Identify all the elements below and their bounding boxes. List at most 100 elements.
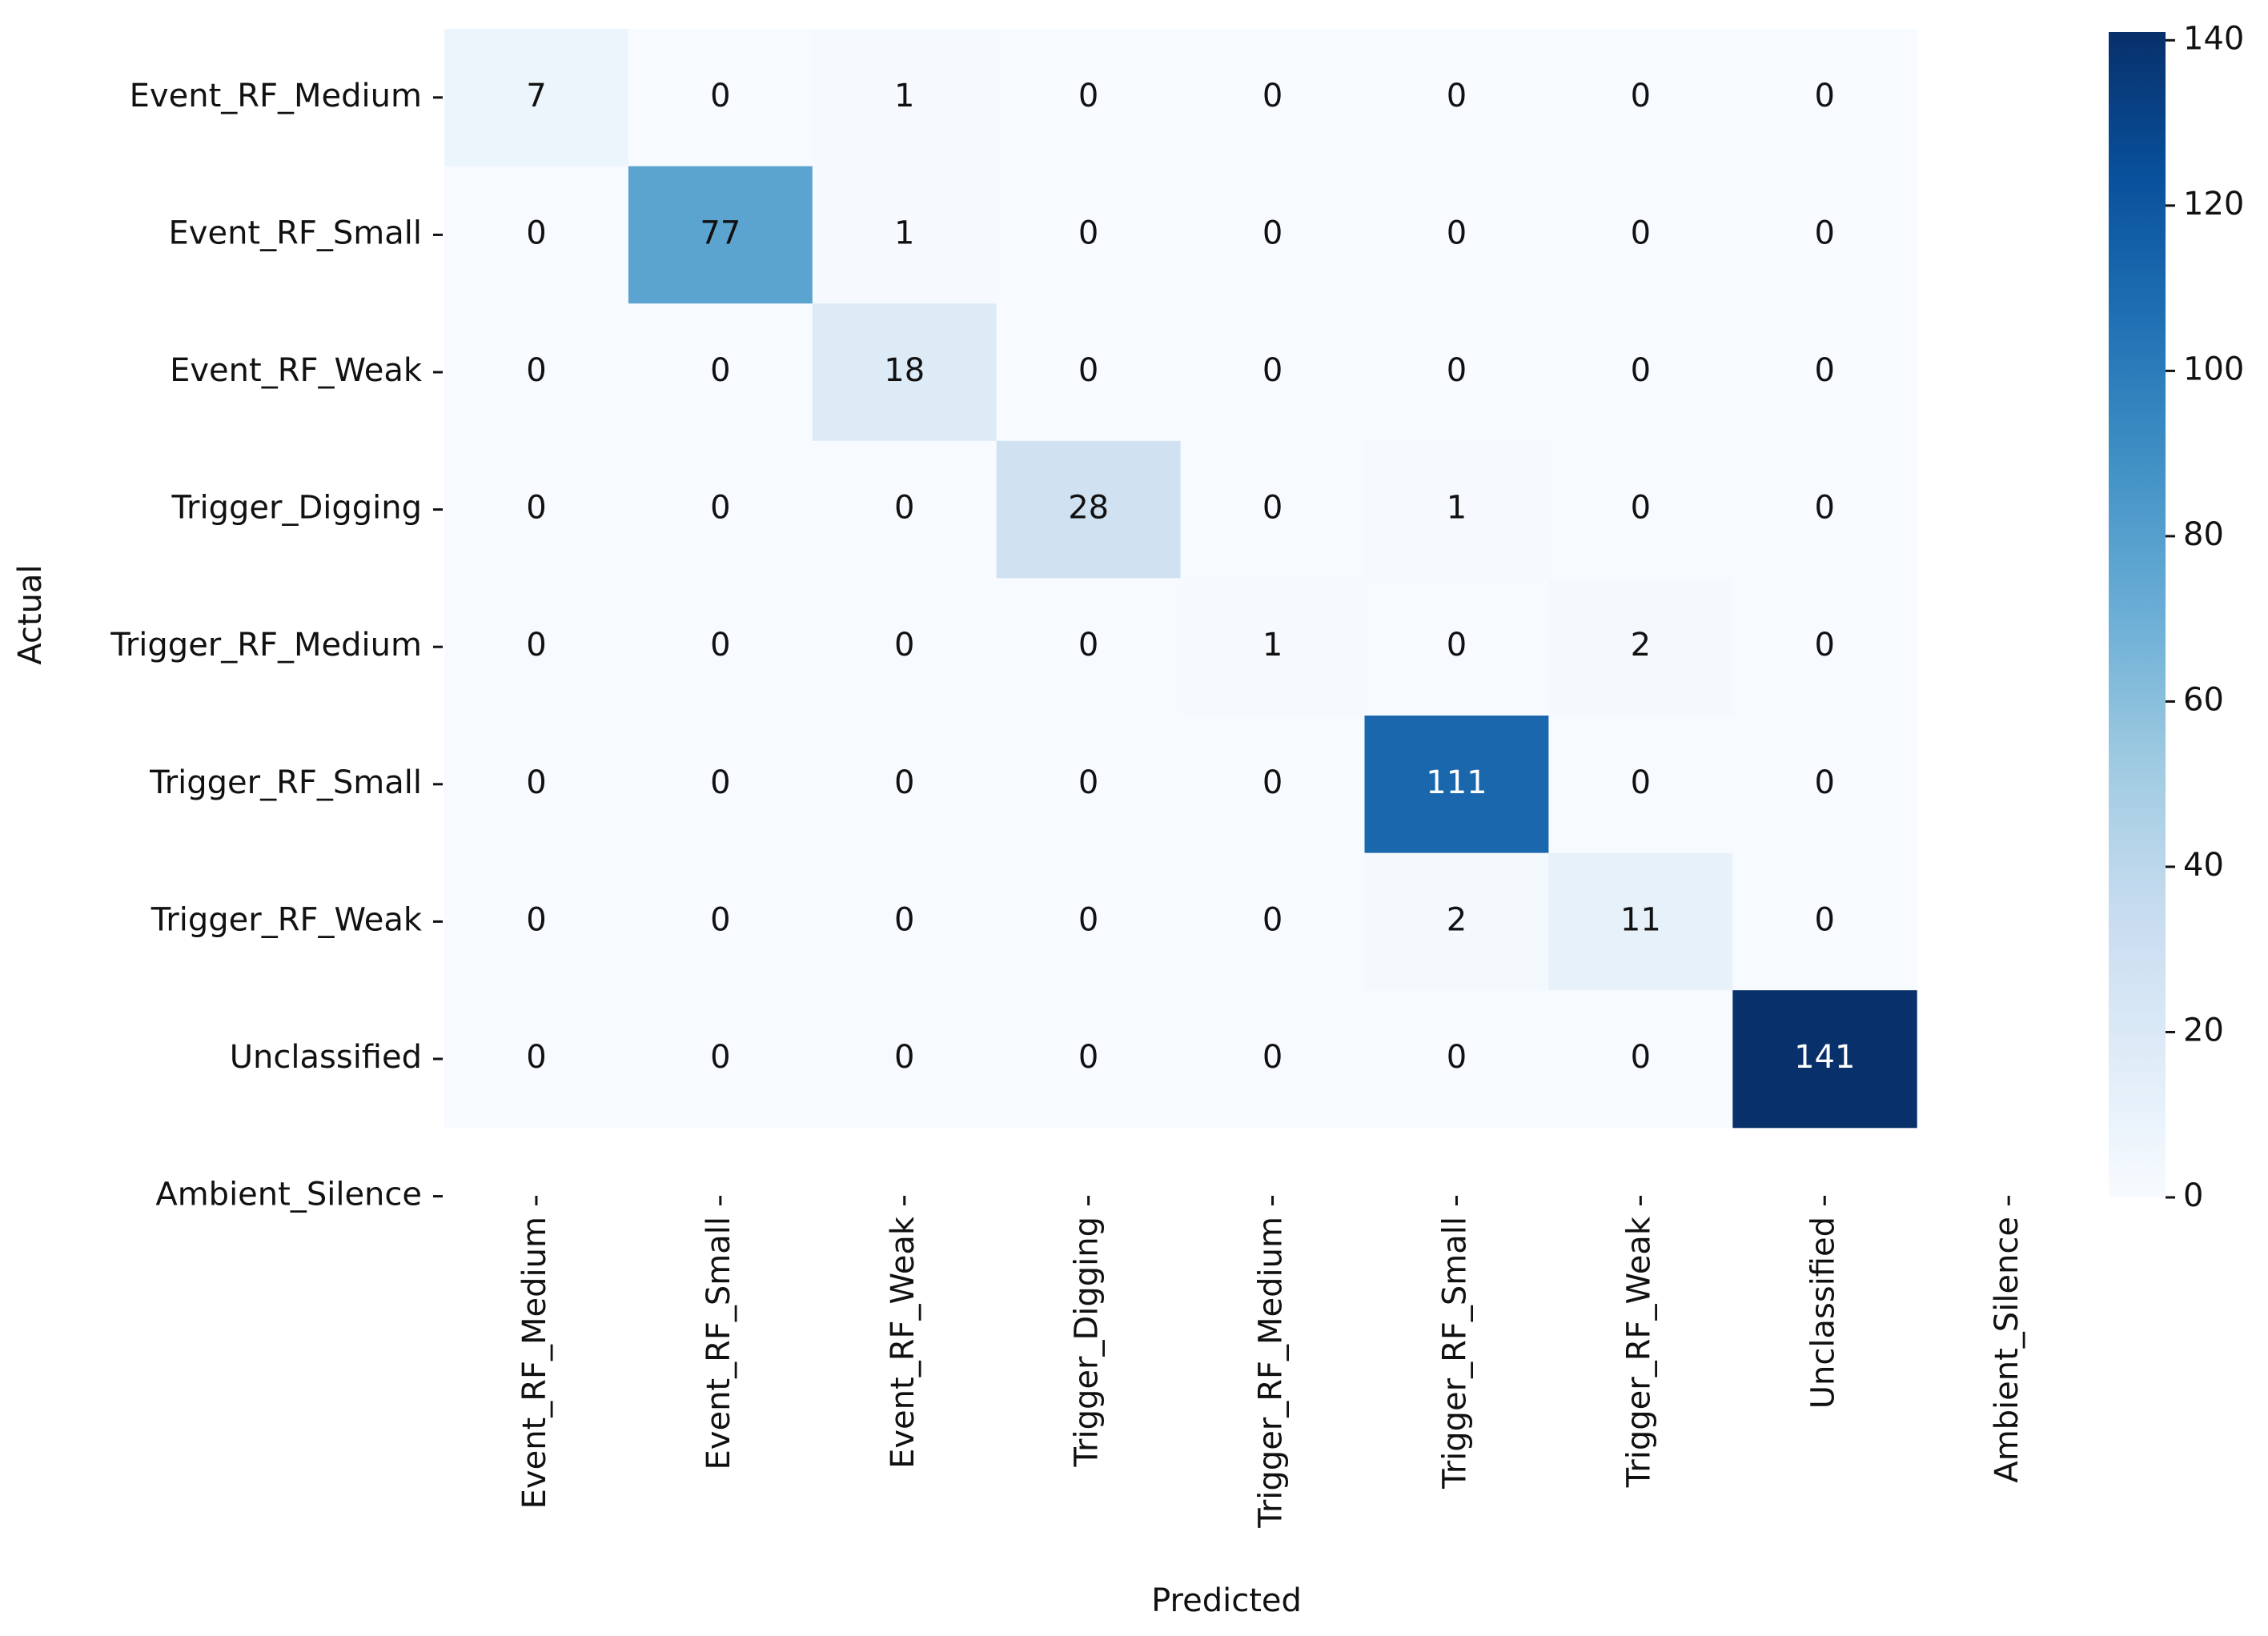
cell-label: 0 — [526, 901, 546, 938]
y-tick-label: Trigger_RF_Weak — [151, 901, 423, 938]
x-tick-label: Ambient_Silence — [1989, 1217, 2025, 1483]
cell-label: 1 — [894, 78, 914, 114]
heatmap-cell — [812, 716, 998, 854]
cell-label: 111 — [1426, 764, 1487, 801]
heatmap-cell — [444, 166, 629, 304]
cell-label: 7 — [526, 78, 546, 114]
colorbar-tick-label: 140 — [2183, 20, 2244, 57]
cell-label: 0 — [1447, 1039, 1467, 1076]
heatmap-cell — [1548, 29, 1733, 167]
x-tick-label: Event_RF_Medium — [516, 1217, 553, 1509]
cell-label: 0 — [1815, 78, 1835, 114]
heatmap-cell — [1732, 303, 1917, 442]
cell-label: 0 — [526, 627, 546, 664]
heatmap-cell — [1364, 990, 1549, 1129]
y-tick-label: Event_RF_Small — [169, 215, 422, 251]
cell-label: 141 — [1794, 1039, 1855, 1076]
x-axis-label: Predicted — [1151, 1582, 1302, 1619]
heatmap-cell — [1180, 716, 1365, 854]
cell-label: 0 — [1815, 352, 1835, 389]
heatmap-cell — [1732, 852, 1917, 991]
cell-label: 0 — [1078, 215, 1098, 251]
heatmap-cell — [1364, 166, 1549, 304]
heatmap-cell — [1732, 166, 1917, 304]
heatmap-cell — [1364, 852, 1549, 991]
cell-label: 2 — [1631, 627, 1651, 664]
cell-label: 0 — [1631, 215, 1651, 251]
cell-label: 0 — [1262, 764, 1283, 801]
cell-label: 0 — [894, 1039, 914, 1076]
heatmap-cell — [1364, 578, 1549, 716]
cell-label: 0 — [1631, 1039, 1651, 1076]
cell-label: 28 — [1068, 490, 1109, 527]
cell-label: 0 — [526, 352, 546, 389]
y-tick-label: Trigger_RF_Small — [149, 764, 422, 801]
heatmap-cell — [1732, 990, 1917, 1129]
heatmap-cell — [444, 716, 629, 854]
cell-label: 0 — [1262, 901, 1283, 938]
cell-label: 0 — [894, 764, 914, 801]
heatmap-cell — [812, 166, 998, 304]
cell-label: 2 — [1447, 901, 1467, 938]
heatmap-cell — [812, 440, 998, 579]
y-tick-label: Ambient_Silence — [155, 1177, 422, 1213]
heatmap-cell — [628, 166, 813, 304]
y-tick-label: Trigger_RF_Medium — [110, 627, 422, 664]
x-tick-label: Trigger_Digging — [1069, 1217, 1106, 1468]
heatmap-cell — [812, 303, 998, 442]
cell-label: 0 — [1631, 78, 1651, 114]
cell-label: 0 — [526, 215, 546, 251]
heatmap-cell — [1364, 303, 1549, 442]
cell-label: 0 — [1815, 627, 1835, 664]
cell-label: 1 — [1447, 490, 1467, 527]
cell-label: 1 — [894, 215, 914, 251]
cell-label: 0 — [1447, 352, 1467, 389]
heatmap-cell — [1548, 303, 1733, 442]
heatmap-cell — [996, 29, 1182, 167]
heatmap-cell — [1364, 440, 1549, 579]
cell-label: 0 — [710, 901, 730, 938]
cell-label: 0 — [1815, 215, 1835, 251]
colorbar-tick-label: 0 — [2183, 1177, 2203, 1214]
heatmap-cell — [812, 29, 998, 167]
cell-label: 0 — [1815, 490, 1835, 527]
cell-label: 11 — [1620, 901, 1661, 938]
heatmap-cell — [1732, 716, 1917, 854]
heatmap-cell — [628, 990, 813, 1129]
heatmap-cell — [996, 440, 1182, 579]
cell-label: 0 — [526, 490, 546, 527]
heatmap-cell — [628, 303, 813, 442]
colorbar-tick-label: 60 — [2183, 681, 2224, 718]
heatmap-cell — [996, 716, 1182, 854]
cell-label: 0 — [710, 78, 730, 114]
cell-label: 0 — [526, 764, 546, 801]
heatmap-cell — [812, 578, 998, 716]
cell-label: 18 — [884, 352, 925, 389]
colorbar-tick-label: 40 — [2183, 847, 2224, 884]
colorbar-tick-label: 80 — [2183, 516, 2224, 553]
cell-label: 0 — [710, 764, 730, 801]
cell-label: 0 — [1447, 215, 1467, 251]
heatmap-cell — [628, 440, 813, 579]
heatmap-cell — [996, 990, 1182, 1129]
cell-label: 0 — [894, 627, 914, 664]
x-tick-label: Trigger_RF_Small — [1436, 1217, 1473, 1490]
heatmap-cell — [1548, 990, 1733, 1129]
heatmap-cell — [444, 29, 629, 167]
heatmap-cell — [1548, 166, 1733, 304]
heatmap-cell — [996, 852, 1182, 991]
heatmap-cell — [1364, 29, 1549, 167]
heatmap-cell — [444, 578, 629, 716]
cell-label: 1 — [1262, 627, 1283, 664]
heatmap-cell — [996, 578, 1182, 716]
heatmap-cell — [1364, 716, 1549, 854]
heatmap-cell — [1548, 716, 1733, 854]
cell-label: 0 — [1631, 764, 1651, 801]
cell-label: 0 — [710, 352, 730, 389]
cell-label: 0 — [1447, 627, 1467, 664]
cell-label: 0 — [1078, 901, 1098, 938]
heatmap-cell — [1732, 29, 1917, 167]
y-axis-label: Actual — [12, 564, 49, 664]
cell-label: 0 — [1631, 490, 1651, 527]
cell-label: 0 — [710, 627, 730, 664]
